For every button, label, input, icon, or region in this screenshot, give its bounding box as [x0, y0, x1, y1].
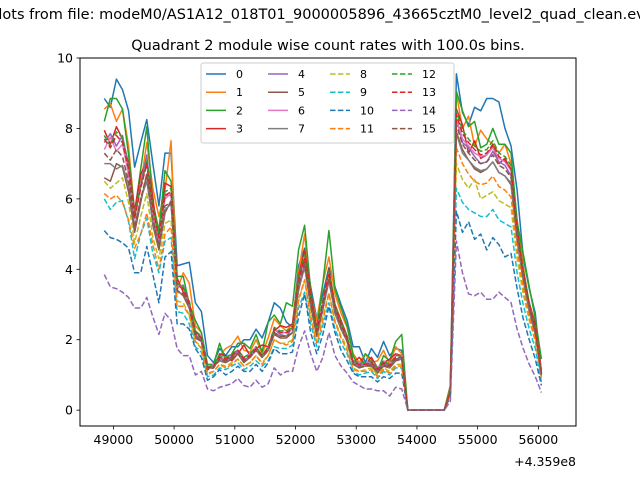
- legend-label-9: 9: [360, 86, 367, 99]
- x-tick-label: 54000: [397, 432, 437, 447]
- x-tick-label: 53000: [336, 432, 376, 447]
- legend-label-11: 11: [360, 123, 374, 136]
- legend-label-12: 12: [422, 68, 436, 81]
- y-tick-label: 0: [65, 403, 73, 418]
- series-line-15: [103, 124, 543, 411]
- y-tick-label: 8: [65, 121, 73, 136]
- y-tick-label: 10: [57, 51, 73, 66]
- series-line-9: [103, 187, 543, 411]
- suptitle: Plots from file: modeM0/AS1A12_018T01_90…: [0, 7, 640, 23]
- y-axis: 0 2 4 6 8 10: [57, 51, 80, 418]
- y-tick-label: 4: [65, 262, 73, 277]
- legend-label-14: 14: [422, 104, 436, 117]
- legend-label-13: 13: [422, 86, 436, 99]
- x-tick-label: 51000: [215, 432, 255, 447]
- x-tick-label: 52000: [276, 432, 316, 447]
- series-line-14: [103, 240, 543, 411]
- x-offset-label: +4.359e8: [514, 454, 576, 469]
- plot-frame: [79, 57, 577, 427]
- x-tick-label: 50000: [154, 432, 194, 447]
- chart-title: Quadrant 2 module wise count rates with …: [131, 38, 525, 54]
- series-line-11: [103, 147, 543, 411]
- legend-label-10: 10: [360, 104, 374, 117]
- x-tick-label: 49000: [94, 432, 134, 447]
- legend-label-7: 7: [298, 123, 305, 136]
- series-line-10: [103, 210, 543, 411]
- legend-label-0: 0: [236, 68, 243, 81]
- x-tick-label: 55000: [458, 432, 498, 447]
- x-tick-label: 56000: [518, 432, 558, 447]
- legend-label-6: 6: [298, 104, 305, 117]
- legend-label-8: 8: [360, 68, 367, 81]
- legend-label-3: 3: [236, 123, 243, 136]
- legend-frame: [200, 62, 455, 144]
- legend-label-4: 4: [298, 68, 305, 81]
- legend-label-2: 2: [236, 104, 243, 117]
- legend-label-1: 1: [236, 86, 243, 99]
- plot-series-group: [103, 73, 543, 411]
- x-axis: 49000 50000 51000 52000 53000 54000 55000 56000: [94, 426, 558, 447]
- legend-label-5: 5: [298, 86, 305, 99]
- y-tick-label: 6: [65, 191, 73, 206]
- y-tick-label: 2: [65, 332, 73, 347]
- legend-label-15: 15: [422, 123, 436, 136]
